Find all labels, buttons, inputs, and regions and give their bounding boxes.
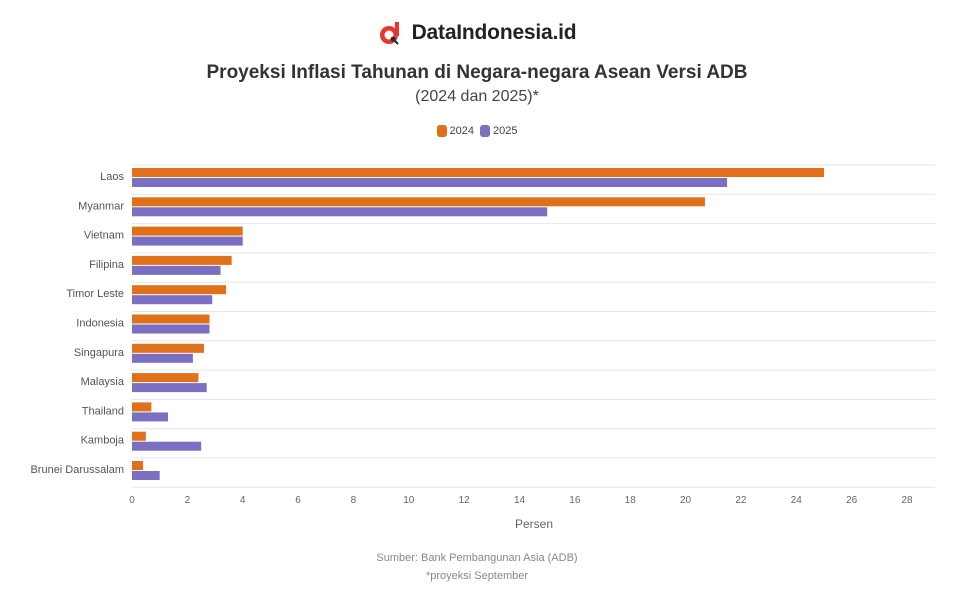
y-tick-label: Filipina xyxy=(89,259,125,271)
bar-2025 xyxy=(132,412,168,422)
legend-label-2025: 2025 xyxy=(493,125,518,137)
bar-2024 xyxy=(132,226,243,236)
chart-subtitle: (2024 dan 2025)* xyxy=(415,88,539,105)
y-tick-label: Brunei Darussalam xyxy=(30,464,124,476)
legend-swatch-2024 xyxy=(436,125,447,137)
bar-2025 xyxy=(132,383,207,393)
bar-2024 xyxy=(132,461,144,470)
x-tick-label: 0 xyxy=(129,495,135,506)
bar-2024 xyxy=(132,197,705,207)
datainDonesia-logo-icon xyxy=(379,22,399,45)
legend-item-2024[interactable]: 2024 xyxy=(436,125,474,137)
x-tick-label: 24 xyxy=(791,495,803,506)
x-tick-label: 16 xyxy=(569,495,581,506)
chart-title: Proyeksi Inflasi Tahunan di Negara-negar… xyxy=(206,62,748,83)
bar-2024 xyxy=(132,343,204,353)
y-tick-label: Thailand xyxy=(82,405,124,417)
x-tick-label: 20 xyxy=(680,495,692,506)
bar-2024 xyxy=(132,314,210,324)
bar-2025 xyxy=(132,324,210,334)
x-axis-label: Persen xyxy=(515,517,553,531)
bar-2024 xyxy=(132,285,227,295)
y-tick-label: Vietnam xyxy=(84,230,124,242)
chart-legend: 2024 2025 xyxy=(0,125,954,137)
y-tick-label: Laos xyxy=(100,171,124,183)
x-tick-label: 12 xyxy=(459,495,471,506)
bar-2025 xyxy=(132,265,221,275)
x-tick-label: 10 xyxy=(403,495,415,506)
bar-2024 xyxy=(132,255,232,265)
bar-2024 xyxy=(132,168,824,177)
x-tick-label: 22 xyxy=(735,495,747,506)
x-tick-label: 14 xyxy=(514,495,526,506)
y-tick-label: Malaysia xyxy=(81,376,125,388)
x-tick-label: 18 xyxy=(625,495,637,506)
x-tick-label: 26 xyxy=(846,495,858,506)
y-tick-label: Timor Leste xyxy=(66,288,124,300)
bar-2025 xyxy=(132,353,193,363)
y-tick-label: Kamboja xyxy=(81,435,125,447)
bar-2025 xyxy=(132,236,243,246)
bar-2025 xyxy=(132,295,213,305)
bar-2024 xyxy=(132,402,152,412)
y-tick-label: Indonesia xyxy=(76,318,125,330)
brand-header: DataIndonesia.id xyxy=(0,20,954,46)
source-note: Sumber: Bank Pembangunan Asia (ADB) xyxy=(376,552,578,564)
bar-2025 xyxy=(132,207,548,217)
bar-2025 xyxy=(132,178,728,187)
bar-2024 xyxy=(132,431,146,441)
x-tick-label: 2 xyxy=(185,495,191,506)
bar-2024 xyxy=(132,373,199,383)
legend-label-2024: 2024 xyxy=(449,125,474,137)
bar-2025 xyxy=(132,471,160,480)
legend-swatch-2025 xyxy=(480,125,490,137)
x-tick-label: 28 xyxy=(901,495,913,506)
bar-2025 xyxy=(132,441,202,451)
footnote: *proyeksi September xyxy=(425,570,529,582)
brand-name: DataIndonesia.id xyxy=(411,21,577,44)
x-tick-label: 4 xyxy=(240,495,246,506)
x-tick-label: 6 xyxy=(295,495,301,506)
x-tick-label: 8 xyxy=(351,495,357,506)
y-tick-label: Myanmar xyxy=(78,200,124,212)
legend-item-2025[interactable]: 2025 xyxy=(480,125,517,137)
y-tick-label: Singapura xyxy=(74,347,125,359)
